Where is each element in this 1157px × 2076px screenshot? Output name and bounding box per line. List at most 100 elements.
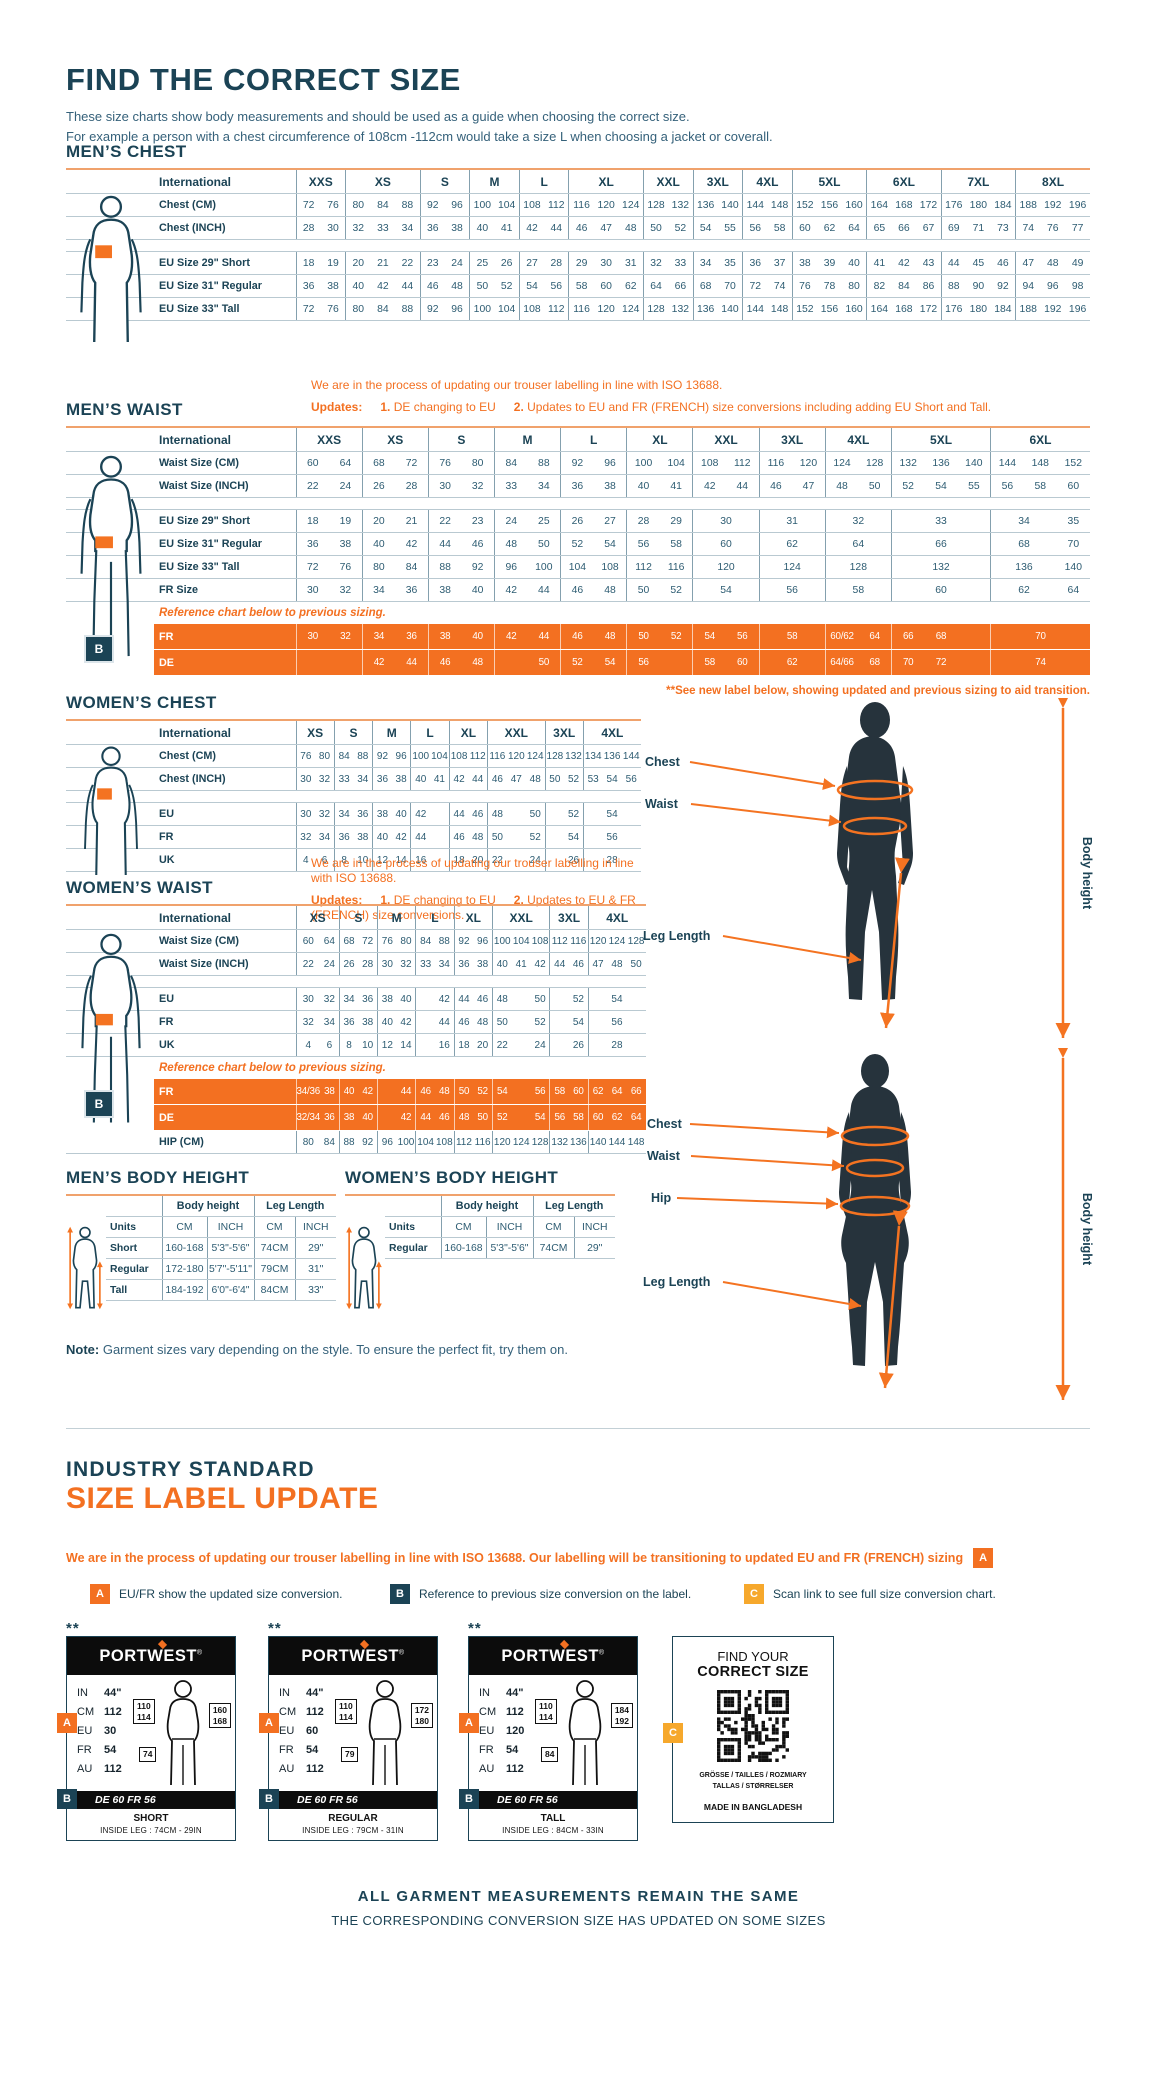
size-system-label: EU (77, 1724, 93, 1737)
size-value-cell: 94 (1015, 274, 1041, 298)
size-value-cell: 33 (668, 251, 694, 275)
size-value-cell: 144 (607, 1130, 627, 1154)
size-value-cell (583, 802, 603, 826)
size-value-cell: 136 (990, 555, 1057, 579)
size-value-cell: 38 (353, 825, 374, 849)
size-system-value: 112 (104, 1705, 122, 1718)
measure-value: 110 (339, 1701, 353, 1711)
size-value-cell: 41 (866, 251, 892, 275)
size-value-cell: 92 (461, 555, 495, 579)
size-group-header: 4XL (583, 720, 641, 745)
size-value-cell: 33 (891, 509, 992, 533)
figure-cell (345, 1195, 385, 1217)
size-value-cell (621, 825, 641, 849)
row-label-cell: FR (154, 825, 297, 849)
measure-value: 114 (339, 1711, 353, 1722)
size-system-value: 44" (306, 1686, 324, 1699)
size-system-value: 44" (104, 1686, 122, 1699)
size-value-cell: 120 (593, 193, 619, 217)
size-value-cell: 84 (415, 929, 435, 953)
previous-size-band: DE 60 FR 56 (269, 1791, 437, 1808)
size-value-cell: 22 (428, 509, 462, 533)
size-value-cell: 49 (1065, 251, 1090, 275)
badge-b-icon: B (390, 1584, 410, 1604)
size-value-cell: 77 (1065, 216, 1090, 240)
size-value-cell: 60 (569, 1079, 589, 1105)
size-value-cell: 74 (990, 649, 1090, 676)
size-value-cell: 156 (817, 193, 842, 217)
row-label-cell: FR (154, 624, 297, 650)
unit-header: INCH (573, 1216, 615, 1238)
size-value-cell: 62 (607, 1104, 627, 1131)
size-value-cell: 42 (494, 624, 528, 650)
figure-cell (66, 601, 154, 624)
updates-label: Updates: (311, 893, 363, 907)
badge-a-icon: A (259, 1713, 279, 1733)
size-system-value: 112 (104, 1762, 122, 1775)
size-value-cell: 24 (329, 474, 363, 498)
registered-mark: ® (398, 1649, 405, 1656)
section-mens-chest: MEN’S CHEST International XXS XS S M L XL XXL 3X… (66, 142, 1090, 342)
size-value-cell: 112 (626, 555, 660, 579)
size-group-header: 6XL (990, 427, 1090, 452)
card-body: IN 44" CM 112 EU 60 FR 54 AU 112 110 114 172 180 79 (269, 1675, 437, 1791)
size-value-cell: 116 (487, 744, 507, 768)
size-system-label: AU (279, 1762, 295, 1775)
size-value-cell: 80 (841, 274, 868, 298)
iso-note-line: We are in the process of updating our tr… (311, 378, 723, 392)
figure-cell (66, 987, 154, 1011)
size-system-value: 54 (506, 1743, 519, 1756)
size-value-cell: 66 (626, 1079, 646, 1105)
size-group-header: 4XL (742, 169, 793, 194)
size-value-cell: 68 (990, 532, 1057, 556)
size-value-cell (583, 848, 603, 872)
reference-note-row: Reference chart below to previous sizing… (66, 1056, 646, 1079)
bottom-line-2: THE CORRESPONDING CONVERSION SIZE HAS UP… (331, 1913, 826, 1928)
header-label-cell: International (154, 720, 297, 745)
size-group-header: XXS (296, 427, 363, 452)
row-label-cell: FR (154, 1079, 297, 1105)
figure-cell (66, 474, 154, 498)
size-system-value: 54 (104, 1743, 117, 1756)
chest-label: Chest (645, 755, 681, 769)
size-group-header: 6XL (866, 169, 942, 194)
size-value-cell: 24 (444, 251, 471, 275)
size-group-header: XXL (643, 169, 694, 194)
size-value-cell: 44 (396, 1079, 417, 1105)
chest-measure-ellipse (840, 1125, 910, 1147)
size-group-header: S (428, 427, 495, 452)
size-value-cell: 140 (588, 1130, 608, 1154)
size-value-cell (511, 1033, 531, 1057)
size-value-cell: 48 (593, 624, 628, 650)
size-value-cell: 48 (825, 474, 859, 498)
figure-cell (66, 532, 154, 556)
figure-cell (66, 451, 154, 475)
height-measure-box: 172 180 (410, 1703, 433, 1729)
size-group-header: XXL (492, 905, 551, 930)
size-value-cell: 96 (473, 929, 493, 953)
height-value-cell: 160-168 (440, 1237, 486, 1259)
size-table: International XS S M L XL XXL 3XL 4XL Chest (CM) 7… (66, 719, 641, 872)
size-value-cell: 32 (329, 578, 363, 602)
size-value-cell: 27 (519, 251, 545, 275)
height-table-row: Short 160-168 5'3"-5'6" 74CM 29" (66, 1237, 336, 1259)
size-value-cell: 56 (726, 624, 760, 650)
spacer-row (66, 975, 646, 988)
size-value-cell: 96 (377, 1130, 397, 1154)
size-table-row: Chest (CM) 72 76 80 84 88 92 96 100 104 108 112 116 1… (66, 193, 1090, 217)
size-value-cell: 46 (454, 1010, 474, 1034)
size-value-cell: 96 (444, 193, 471, 217)
size-value-cell: 44 (544, 216, 570, 240)
figure-cell (66, 744, 154, 768)
size-value-cell: 40 (358, 1104, 379, 1131)
measure-value: 74 (143, 1749, 153, 1759)
badge-c-icon: C (744, 1584, 764, 1604)
height-table-subheader-row: Units CM INCH CM INCH (345, 1216, 615, 1238)
size-value-cell (506, 848, 526, 872)
size-value-cell: 112 (468, 744, 489, 768)
size-value-cell (511, 1079, 531, 1105)
size-value-cell: 96 (1040, 274, 1066, 298)
section-womens-chest: WOMEN’S CHEST International XS S M L XL XXL 3XL… (66, 693, 641, 875)
measure-value: 114 (539, 1711, 553, 1722)
size-value-cell: 66 (668, 274, 694, 298)
